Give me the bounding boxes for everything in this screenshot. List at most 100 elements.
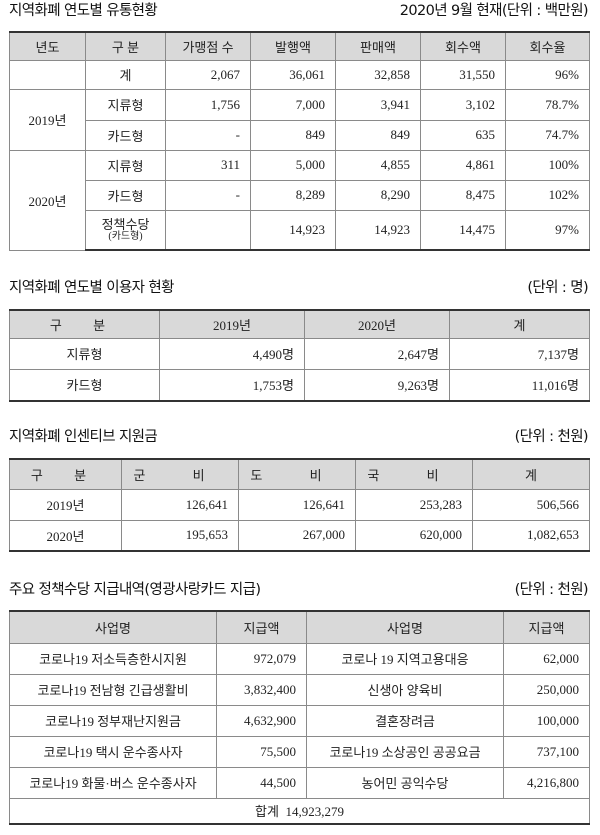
- col-header: 회수율: [505, 31, 590, 61]
- table-cell: 14,923: [335, 209, 421, 251]
- col-header: 2019년: [159, 309, 305, 339]
- year-cell: 2019년: [9, 88, 86, 151]
- table-cell: -: [165, 179, 251, 211]
- t1-title: 지역화폐 연도별 유통현황: [9, 3, 158, 19]
- table-cell: 2,647명: [304, 337, 450, 370]
- table-cell: 계: [85, 59, 166, 90]
- table-cell: 코로나19 화물·버스 운수종사자: [9, 766, 217, 799]
- col-header: 발행액: [250, 31, 336, 61]
- table-cell: 75,500: [216, 735, 307, 768]
- table-cell: 44,500: [216, 766, 307, 799]
- col-header: 지급액: [503, 610, 590, 644]
- t4-unit: (단위 : 천원): [514, 582, 589, 598]
- table-cell: 972,079: [216, 642, 307, 675]
- col-header: 구 분: [9, 458, 122, 490]
- col-header: 계: [449, 309, 590, 339]
- col-header: 군 비: [121, 458, 239, 490]
- policy-allowance-table: 사업명 지급액 사업명 지급액 코로나19 저소득층한시지원 972,079 코…: [9, 610, 590, 825]
- table-cell: [9, 59, 86, 90]
- table-cell: 4,632,900: [216, 704, 307, 737]
- table-cell: 2019년: [9, 488, 122, 521]
- table-cell: 코로나19 정부재난지원금: [9, 704, 217, 737]
- table-cell: 3,102: [420, 88, 506, 121]
- col-header: 지급액: [216, 610, 307, 644]
- table-header-row: 사업명 지급액 사업명 지급액: [9, 610, 590, 644]
- table-cell: 2020년: [9, 519, 122, 552]
- table-row: 정책수당 (카드형) 14,923 14,923 14,475 97%: [10, 209, 590, 251]
- col-header: 회수액: [420, 31, 506, 61]
- table-cell: 1,753명: [159, 368, 305, 402]
- table-cell: 코로나19 저소득층한시지원: [9, 642, 217, 675]
- year-cell: 2020년: [9, 149, 86, 251]
- table-cell: -: [165, 119, 251, 151]
- table-cell: 737,100: [503, 735, 590, 768]
- table-row: 코로나19 저소득층한시지원 972,079 코로나 19 지역고용대응 62,…: [9, 642, 590, 675]
- table-cell: 97%: [505, 209, 590, 251]
- table-cell: 8,290: [335, 179, 421, 211]
- table-cell: 14,475: [420, 209, 506, 251]
- table-cell: 4,861: [420, 149, 506, 181]
- table-cell: 정책수당 (카드형): [85, 209, 166, 251]
- col-header: 사업명: [9, 610, 217, 644]
- table-cell: 8,289: [250, 179, 336, 211]
- table-cell: 250,000: [503, 673, 590, 706]
- table-cell: 78.7%: [505, 88, 590, 121]
- table-cell: 849: [335, 119, 421, 151]
- users-table: 구 분 2019년 2020년 계 지류형 4,490명 2,647명 7,13…: [9, 309, 590, 402]
- table-cell: 농어민 공익수당: [306, 766, 504, 799]
- table-cell: 코로나19 택시 운수종사자: [9, 735, 217, 768]
- table-row: 코로나19 전남형 긴급생활비 3,832,400 신생아 양육비 250,00…: [9, 673, 590, 706]
- policy-label: 정책수당: [101, 216, 150, 232]
- table-cell: 카드형: [85, 119, 166, 151]
- table-cell: 620,000: [355, 519, 473, 552]
- table-cell: 코로나19 소상공인 공공요금: [306, 735, 504, 768]
- col-header: 년도: [9, 31, 86, 61]
- table-cell: 74.7%: [505, 119, 590, 151]
- table-cell: 7,137명: [449, 337, 590, 370]
- table-cell: 7,000: [250, 88, 336, 121]
- table-cell: 11,016명: [449, 368, 590, 402]
- col-header: 도 비: [238, 458, 356, 490]
- table-cell: 31,550: [420, 59, 506, 90]
- table-cell: 36,061: [250, 59, 336, 90]
- table-header-row: 구 분 군 비 도 비 국 비 계: [9, 458, 590, 490]
- table-cell: 카드형: [9, 368, 160, 402]
- table-cell: 96%: [505, 59, 590, 90]
- table-cell: 4,855: [335, 149, 421, 181]
- total-cell: 합계 14,923,279: [9, 797, 590, 825]
- table-cell: 지류형: [85, 88, 166, 121]
- table-cell: 코로나 19 지역고용대응: [306, 642, 504, 675]
- table-row: 카드형 - 849 849 635 74.7%: [10, 119, 590, 151]
- table-row: 카드형 1,753명 9,263명 11,016명: [9, 368, 590, 402]
- distribution-table: 년도 구 분 가맹점 수 발행액 판매액 회수액 회수율 계 2,067 36,…: [9, 31, 590, 251]
- table-cell: 253,283: [355, 488, 473, 521]
- table-cell: 9,263명: [304, 368, 450, 402]
- table-header-row: 구 분 2019년 2020년 계: [9, 309, 590, 339]
- table-cell: 635: [420, 119, 506, 151]
- table-row: 코로나19 택시 운수종사자 75,500 코로나19 소상공인 공공요금 73…: [9, 735, 590, 768]
- table-cell: 14,923: [250, 209, 336, 251]
- table-row: 카드형 - 8,289 8,290 8,475 102%: [10, 179, 590, 211]
- table-cell: 311: [165, 149, 251, 181]
- table-cell: 4,216,800: [503, 766, 590, 799]
- total-value: 14,923,279: [285, 804, 344, 820]
- t2-title: 지역화폐 연도별 이용자 현황: [9, 280, 175, 296]
- t1-unit: 2020년 9월 현재(단위 : 백만원): [399, 3, 589, 19]
- table-cell: [165, 209, 251, 251]
- table-cell: 126,641: [121, 488, 239, 521]
- col-header: 구 분: [9, 309, 160, 339]
- table-cell: 100,000: [503, 704, 590, 737]
- table-cell: 지류형: [85, 149, 166, 181]
- col-header: 2020년: [304, 309, 450, 339]
- table-cell: 카드형: [85, 179, 166, 211]
- policy-sublabel: (카드형): [108, 230, 143, 242]
- table-cell: 3,941: [335, 88, 421, 121]
- table-row: 2019년 지류형 1,756 7,000 3,941 3,102 78.7%: [9, 88, 590, 151]
- t2-unit: (단위 : 명): [527, 280, 588, 296]
- total-label: 합계: [255, 804, 279, 820]
- col-header: 국 비: [355, 458, 473, 490]
- incentive-table: 구 분 군 비 도 비 국 비 계 2019년 126,641 126,641 …: [9, 458, 590, 552]
- table-cell: 3,832,400: [216, 673, 307, 706]
- table-cell: 신생아 양육비: [306, 673, 504, 706]
- table-cell: 62,000: [503, 642, 590, 675]
